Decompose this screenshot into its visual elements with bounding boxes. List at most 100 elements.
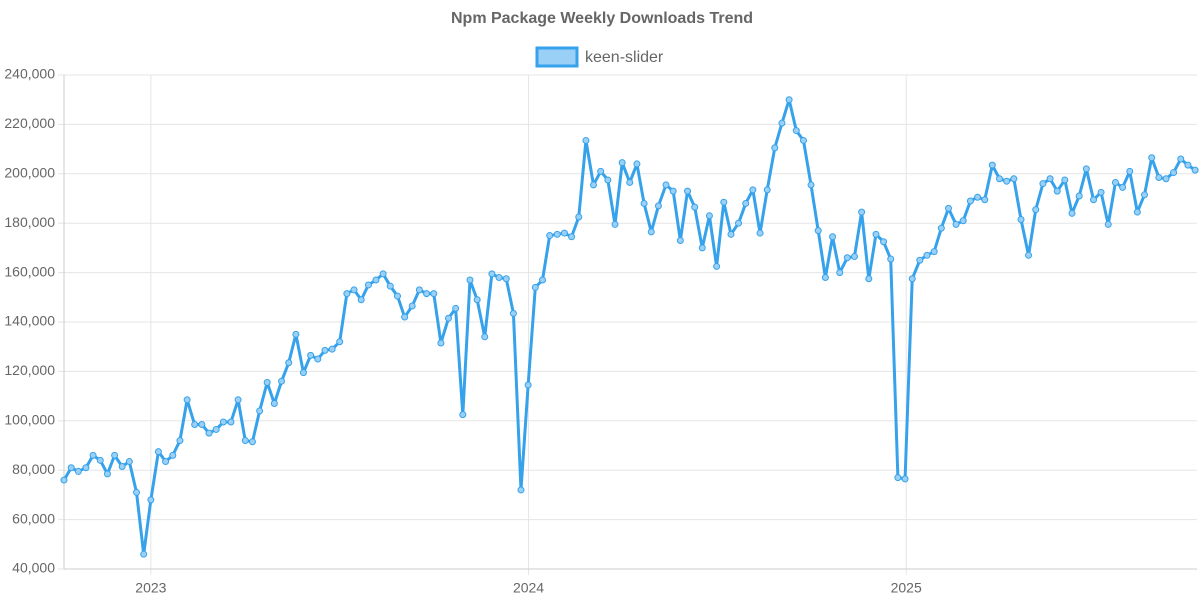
data-point bbox=[423, 290, 431, 298]
data-point bbox=[430, 290, 438, 298]
data-point bbox=[372, 276, 380, 284]
data-point bbox=[74, 467, 82, 475]
data-point bbox=[1082, 165, 1090, 173]
data-point bbox=[1148, 154, 1156, 162]
data-point bbox=[1104, 220, 1112, 228]
data-point bbox=[1061, 176, 1069, 184]
data-point bbox=[995, 175, 1003, 183]
data-point bbox=[285, 359, 293, 367]
data-point bbox=[604, 176, 612, 184]
data-point bbox=[887, 255, 895, 263]
data-point bbox=[937, 224, 945, 232]
y-tick-label: 200,000 bbox=[4, 165, 55, 181]
data-point bbox=[343, 290, 351, 298]
data-point bbox=[524, 381, 532, 389]
data-point bbox=[720, 198, 728, 206]
data-point bbox=[850, 253, 858, 261]
data-point bbox=[727, 230, 735, 238]
data-point bbox=[959, 217, 967, 225]
data-point bbox=[872, 230, 880, 238]
data-point bbox=[415, 286, 423, 294]
data-point bbox=[560, 229, 568, 237]
data-point bbox=[843, 254, 851, 262]
data-point bbox=[328, 345, 336, 353]
data-point bbox=[1177, 155, 1185, 163]
data-point bbox=[1010, 175, 1018, 183]
data-point bbox=[350, 286, 358, 294]
data-point bbox=[676, 236, 684, 244]
data-point bbox=[626, 178, 634, 186]
data-point bbox=[1039, 180, 1047, 188]
data-point bbox=[219, 418, 227, 426]
legend-swatch bbox=[535, 46, 579, 68]
data-point bbox=[582, 136, 590, 144]
data-point bbox=[662, 181, 670, 189]
data-point bbox=[408, 302, 416, 310]
data-point bbox=[125, 458, 133, 466]
y-tick-label: 180,000 bbox=[4, 214, 55, 230]
data-point bbox=[763, 186, 771, 194]
y-tick-label: 40,000 bbox=[12, 560, 55, 576]
data-point bbox=[212, 425, 220, 433]
data-point bbox=[256, 407, 264, 415]
data-point bbox=[82, 464, 90, 472]
series-line bbox=[62, 98, 1196, 556]
data-point bbox=[807, 181, 815, 189]
data-point bbox=[923, 251, 931, 259]
data-point bbox=[1046, 175, 1054, 183]
data-point bbox=[162, 458, 170, 466]
data-point bbox=[89, 451, 97, 459]
data-point bbox=[1170, 169, 1178, 177]
data-point bbox=[633, 160, 641, 168]
x-tick-label: 2024 bbox=[513, 580, 544, 596]
data-point bbox=[691, 203, 699, 211]
data-point bbox=[575, 213, 583, 221]
data-point bbox=[799, 136, 807, 144]
data-point bbox=[966, 197, 974, 205]
data-point bbox=[154, 448, 162, 456]
data-point bbox=[140, 550, 148, 558]
data-point bbox=[364, 281, 372, 289]
data-point bbox=[111, 451, 119, 459]
data-point bbox=[495, 274, 503, 282]
data-point bbox=[1133, 208, 1141, 216]
data-point bbox=[814, 227, 822, 235]
data-point bbox=[321, 346, 329, 354]
data-point bbox=[647, 228, 655, 236]
data-point bbox=[1068, 209, 1076, 217]
data-point bbox=[749, 186, 757, 194]
data-point bbox=[705, 212, 713, 220]
data-point bbox=[278, 377, 286, 385]
data-point bbox=[191, 421, 199, 429]
data-point bbox=[568, 233, 576, 241]
data-point bbox=[103, 470, 111, 478]
chart-title: Npm Package Weekly Downloads Trend bbox=[451, 10, 753, 27]
data-point bbox=[502, 275, 510, 283]
data-point bbox=[379, 270, 387, 278]
data-point bbox=[713, 262, 721, 270]
data-point bbox=[908, 275, 916, 283]
data-point bbox=[618, 159, 626, 167]
data-point bbox=[546, 232, 554, 240]
data-point bbox=[1017, 215, 1025, 223]
data-point bbox=[684, 187, 692, 195]
data-point bbox=[299, 369, 307, 377]
data-point bbox=[169, 451, 177, 459]
x-tick-label: 2025 bbox=[891, 580, 922, 596]
data-point bbox=[234, 396, 242, 404]
data-point bbox=[1032, 206, 1040, 214]
data-point bbox=[988, 161, 996, 169]
data-point bbox=[785, 96, 793, 104]
data-point bbox=[147, 496, 155, 504]
data-point bbox=[698, 244, 706, 252]
data-point bbox=[981, 196, 989, 204]
y-tick-label: 60,000 bbox=[12, 510, 55, 526]
data-point bbox=[452, 304, 460, 312]
data-point bbox=[1075, 192, 1083, 200]
data-point bbox=[916, 256, 924, 264]
data-point bbox=[1141, 191, 1149, 199]
data-point bbox=[930, 248, 938, 256]
data-point bbox=[227, 418, 235, 426]
data-point bbox=[894, 474, 902, 482]
